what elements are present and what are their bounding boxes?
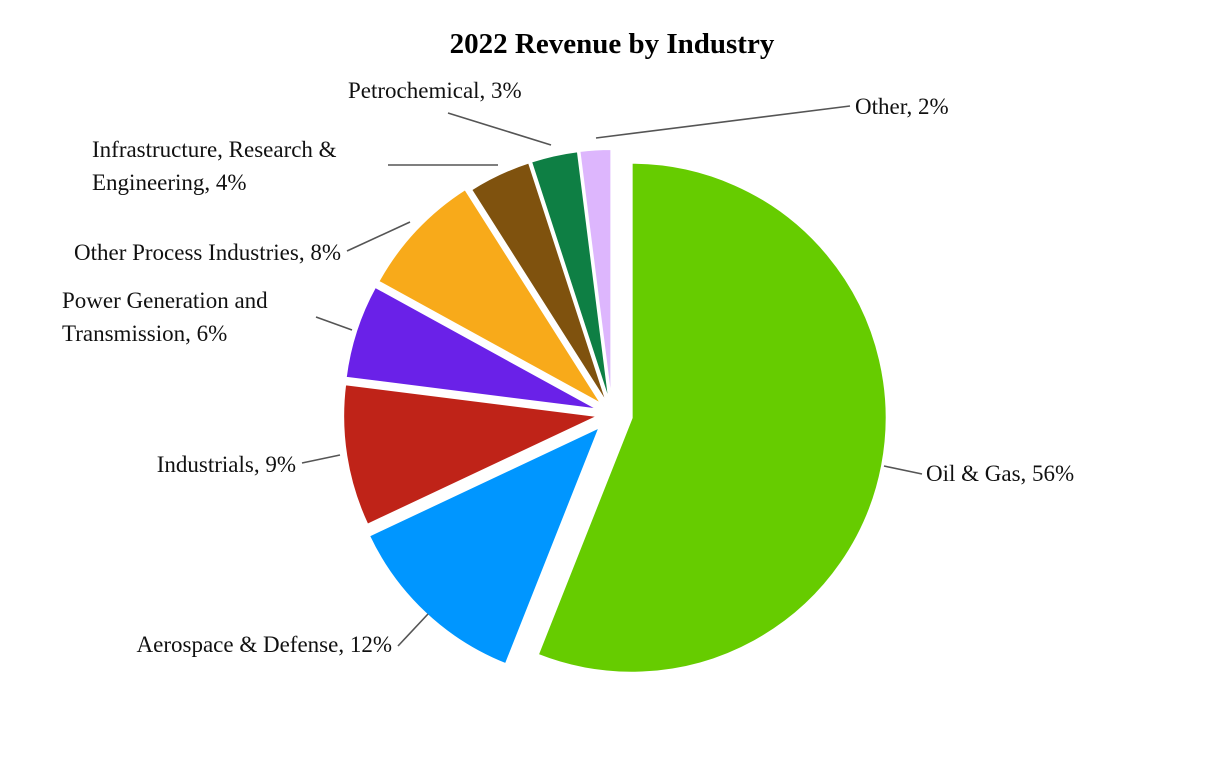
slice-label-aerospace-and-defense: Aerospace & Defense, 12% [137,632,392,657]
slice-label-other: Other, 2% [855,94,949,119]
slice-label-petrochemical: Petrochemical, 3% [348,78,522,103]
slice-label-industrials: Industrials, 9% [157,452,296,477]
pie-slice-industrials [342,383,602,527]
slice-label-infrastructure-research-and-engineering: Infrastructure, Research & Engineering, 4… [92,137,337,195]
leader-line-industrials [301,454,341,464]
slice-label-line: Engineering, 4% [92,170,247,195]
slice-label-line: Power Generation and [62,288,268,313]
pie-slice-infrastructure-research-and-engineering [469,161,609,406]
leader-line-power-generation-and-transmission [315,316,353,331]
slice-label-line: Infrastructure, Research & [92,137,337,162]
leader-line-other [595,105,851,139]
pie-slice-power-generation-and-transmission [344,285,600,411]
slice-label-other-process-industries: Other Process Industries, 8% [74,240,341,265]
slice-labels: Oil & Gas, 56% Aerospace & Defense, 12% In… [62,78,1074,657]
pie-slice-oil-and-gas [536,161,888,674]
pie-slice-aerospace-and-defense [367,425,602,666]
leader-line-oil-and-gas [883,465,923,475]
slice-label-oil-and-gas: Oil & Gas, 56% [926,461,1074,486]
leader-line-aerospace-and-defense [397,613,429,647]
leader-line-petrochemical [447,112,552,146]
slice-label-power-generation-and-transmission: Power Generation and Transmission, 6% [62,288,268,346]
chart-title: 2022 Revenue by Industry [450,28,775,60]
pie-slice-other-process-industries [376,187,603,406]
pie-slice-petrochemical [529,150,611,405]
leader-lines [301,105,923,647]
pie-slices [342,148,888,674]
pie-slice-other [578,148,613,405]
leader-line-other-process-industries [346,221,411,252]
slice-label-line: Transmission, 6% [62,321,227,346]
